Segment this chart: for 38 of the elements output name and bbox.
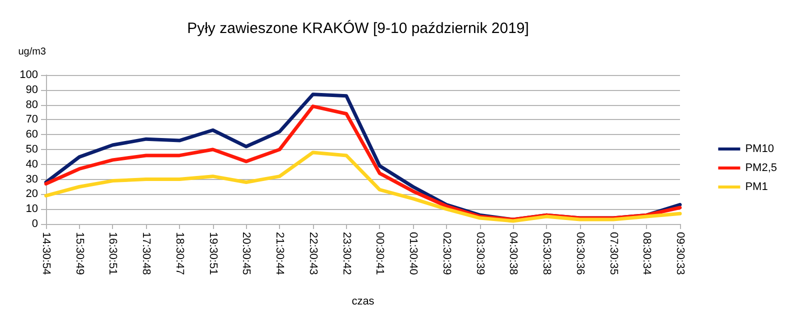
y-tick-label: 50 xyxy=(26,144,38,156)
y-tick-label: 100 xyxy=(20,69,38,81)
y-axis-title: ug/m3 xyxy=(18,46,46,58)
y-tick-label: 20 xyxy=(26,188,38,200)
y-tick-label: 10 xyxy=(26,203,38,216)
x-tick-label: 01:30:40 xyxy=(407,232,420,275)
x-tick-label: 00:30:41 xyxy=(374,232,386,275)
x-tick-label: 14:30:54 xyxy=(40,232,52,275)
y-tick-label: 70 xyxy=(26,114,38,126)
x-tick-label: 23:30:42 xyxy=(340,232,352,275)
chart-title: Pyły zawieszone KRAKÓW [9-10 październik 2019] xyxy=(187,19,529,37)
x-tick-label: 17:30:48 xyxy=(140,232,152,275)
x-tick-label: 04:30:38 xyxy=(507,232,520,275)
x-tick-label: 02:30:39 xyxy=(440,232,452,275)
x-tick-label: 21:30:44 xyxy=(274,232,286,275)
x-tick-label: 05:30:38 xyxy=(540,232,553,275)
y-tick-label: 0 xyxy=(32,218,38,230)
y-tick-label: 60 xyxy=(26,128,38,141)
x-tick-label: 09:30:33 xyxy=(674,232,686,275)
x-tick-label: 16:30:51 xyxy=(106,232,119,275)
line-series xyxy=(44,150,682,223)
legend-label: PM2,5 xyxy=(745,162,778,174)
x-tick-label: 15:30:49 xyxy=(73,232,86,275)
x-tick-label: 22:30:43 xyxy=(306,232,319,275)
x-axis-title: czas xyxy=(352,296,375,308)
x-tick-label: 19:30:51 xyxy=(206,232,219,275)
x-tick-label: 20:30:45 xyxy=(240,232,252,275)
y-tick-label: 40 xyxy=(26,158,38,170)
x-tick-label: 18:30:47 xyxy=(173,232,186,275)
x-tick-label: 07:30:35 xyxy=(607,232,620,275)
y-tick-label: 80 xyxy=(26,98,38,111)
legend-label: PM10 xyxy=(745,143,774,155)
legend-label: PM1 xyxy=(745,181,768,193)
y-tick-label: 30 xyxy=(26,173,38,186)
x-tick-label: 08:30:34 xyxy=(640,232,653,275)
y-tick-label: 90 xyxy=(26,84,38,96)
x-tick-label: 06:30:36 xyxy=(574,232,586,275)
x-tick-label: 03:30:39 xyxy=(474,232,486,275)
